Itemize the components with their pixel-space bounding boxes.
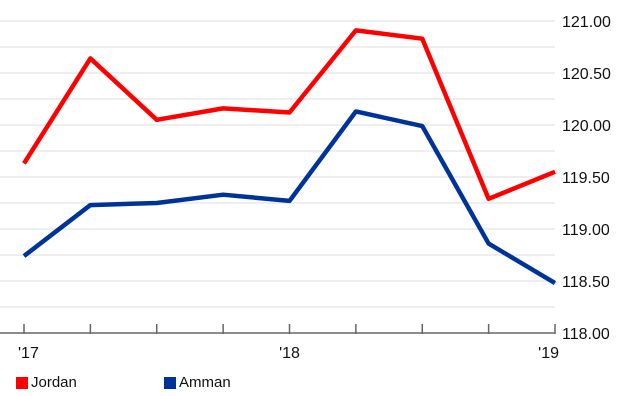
y-tick-label: 120.50 — [562, 66, 611, 83]
legend-label-jordan: Jordan — [31, 374, 77, 391]
x-tick-label: '17 — [18, 345, 39, 362]
y-tick-label: 118.50 — [562, 274, 610, 291]
y-tick-label: 119.50 — [562, 170, 610, 187]
x-tick-label: '18 — [279, 345, 300, 362]
y-tick-label: 119.00 — [562, 222, 610, 239]
gridlines — [0, 20, 555, 308]
y-axis-tick-labels: 118.00 118.50 119.00 119.50 120.00 120.50 121.… — [562, 14, 611, 343]
legend-item-amman: Amman — [164, 374, 312, 391]
y-tick-label: 118.00 — [562, 326, 610, 343]
x-axis — [0, 324, 556, 334]
x-axis-tick-labels: '17 '18 '19 — [18, 345, 559, 362]
x-tick-label: '19 — [538, 345, 559, 362]
legend-swatch-amman — [164, 376, 176, 389]
legend-swatch-jordan — [16, 376, 28, 389]
y-tick-label: 121.00 — [562, 14, 611, 31]
series-lines — [22, 28, 557, 286]
legend-label-amman: Amman — [179, 374, 231, 391]
legend: Jordan Amman — [16, 374, 312, 391]
series-line-amman — [22, 109, 557, 286]
y-tick-label: 120.00 — [562, 118, 611, 135]
series-line-jordan — [22, 28, 556, 202]
legend-item-jordan: Jordan — [16, 374, 164, 391]
